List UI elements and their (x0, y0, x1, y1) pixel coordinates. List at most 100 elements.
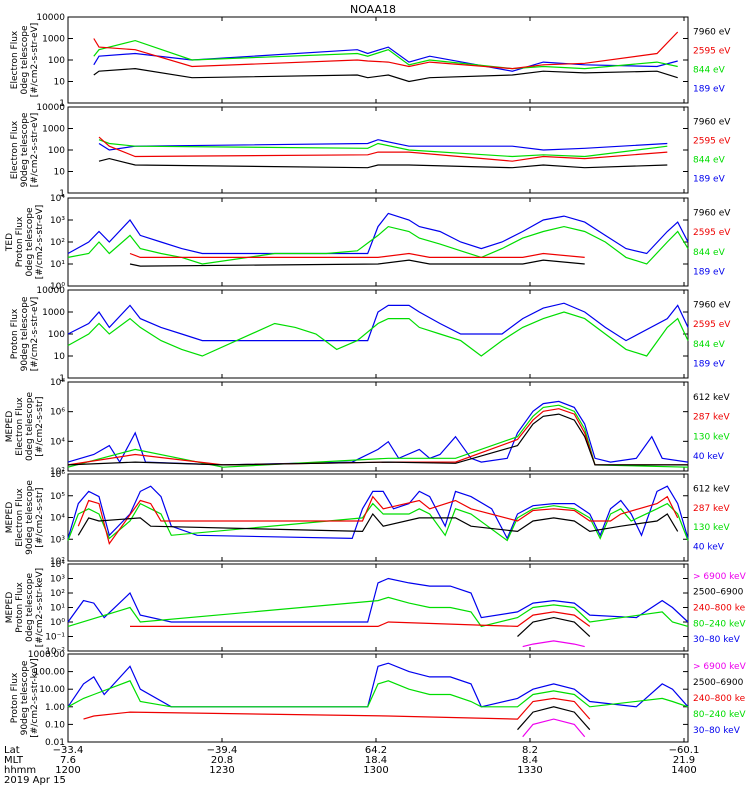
y-tick-label: 10² (50, 467, 65, 477)
series-line (67, 311, 689, 357)
legend-entry: 612 keV (693, 393, 730, 403)
series-line (67, 662, 689, 708)
panel-8: 0.01 0.10 1.00 10.00 100.00 1000.00 Proton Flu… (10, 650, 747, 748)
legend-entry: 2595 eV (693, 136, 731, 146)
y-axis-label: MEPED (5, 411, 15, 443)
x-tick-lat: 64.2 (365, 745, 387, 756)
panel-frame (67, 106, 689, 194)
x-tick-hhmm: 1330 (517, 765, 542, 776)
y-axis-label: Proton Flux (15, 216, 25, 267)
x-date-label: 2019 Apr 15 (4, 775, 66, 786)
x-tick-mlt: 20.8 (211, 755, 233, 766)
y-tick-label: 0.10 (45, 720, 65, 730)
legend-entry: 2500–6900 (693, 678, 744, 688)
legend-entry: 40 keV (693, 452, 725, 462)
y-axis-label: 0deg telescope (20, 25, 30, 95)
y-axis-label: MEPED (5, 502, 15, 534)
y-axis-label: 90deg telescope (20, 660, 30, 735)
series-line (67, 577, 689, 623)
y-tick-label: 10000 (36, 286, 65, 296)
y-axis-label: [#/cm2-s-str-keV] (30, 658, 40, 737)
series-line (93, 31, 679, 70)
y-axis-label: 0deg telescope (25, 392, 35, 462)
legend-entry: 189 eV (693, 175, 726, 185)
y-axis-label: Electron Flux (15, 397, 25, 456)
series-line (93, 39, 678, 70)
panel-frame (67, 381, 689, 472)
series-line (98, 136, 668, 162)
y-tick-label: 10000 (36, 13, 65, 23)
y-tick-label: 10² (50, 238, 65, 248)
y-tick-label: 10³ (50, 216, 65, 226)
series-line (98, 139, 668, 151)
y-axis-label: [#/cm2-s-str] (35, 487, 45, 547)
x-tick-mlt: 21.9 (673, 755, 695, 766)
y-tick-label: 10³ (50, 575, 65, 585)
series-line (98, 157, 668, 169)
series-line (77, 512, 679, 536)
series-line (67, 400, 689, 466)
series-line (522, 718, 586, 738)
y-tick-label: 100 (48, 146, 65, 156)
x-tick-mlt: 7.6 (60, 755, 76, 766)
y-tick-label: 100.00 (34, 668, 66, 678)
panel-4: 1 10 100 1000 10000 Proton Flux 90deg telescop… (10, 286, 731, 384)
x-tick-mlt: 8.4 (522, 755, 538, 766)
legend-entry: 40 keV (693, 543, 725, 553)
legend-entry: 30–80 keV (693, 635, 741, 645)
y-tick-label: 10 (54, 168, 66, 178)
y-tick-label: 10 (54, 78, 66, 88)
x-tick-hhmm: 1200 (55, 765, 80, 776)
y-tick-label: 10¹ (50, 604, 65, 614)
y-tick-label: 1 (59, 189, 65, 199)
series-line (67, 502, 689, 542)
series-line (83, 697, 591, 720)
y-tick-label: 10⁴ (50, 560, 65, 570)
y-tick-label: 10⁰ (50, 618, 65, 628)
series-line (67, 212, 689, 255)
legend-entry: 2595 eV (693, 228, 731, 238)
y-tick-label: 100 (48, 56, 65, 66)
panel-2: 1 10 100 1000 10000 Electron Flux 90deg telesc… (10, 103, 731, 199)
legend-entry: 80–240 keV (693, 619, 746, 629)
panel-frame (67, 563, 689, 652)
series-line (67, 404, 689, 468)
series-line (129, 252, 585, 258)
y-axis-label: [#/cm2-s-str-eV] (35, 205, 45, 280)
y-tick-label: 10⁶ (50, 408, 65, 418)
x-tick-mlt: 18.4 (365, 755, 387, 766)
y-axis-label: TED (5, 233, 15, 252)
series-line (67, 413, 688, 466)
y-tick-label: 0.01 (45, 738, 65, 748)
y-axis-label: [#/cm2-s-str-eV] (30, 23, 40, 98)
legend-entry: 287 keV (693, 504, 730, 514)
y-tick-label: 1000 (42, 125, 65, 135)
legend-entry: 844 eV (693, 248, 726, 258)
legend-entry: 2595 eV (693, 46, 731, 56)
y-tick-label: 10² (50, 557, 65, 567)
legend-entry: 240–800 ke (693, 604, 746, 614)
legend-entry: 130 keV (693, 432, 730, 442)
x-tick-hhmm: 1300 (363, 765, 388, 776)
panel-3: 10⁰ 10¹ 10² 10³ 10⁴ TED Proton Flux 0deg telesc… (5, 194, 731, 292)
panel-6: 10² 10³ 10⁴ 10⁵ 10⁶ MEPED Electron Flux 90deg t… (5, 470, 730, 567)
y-tick-label: 10¹ (50, 260, 65, 270)
y-tick-label: 10⁻² (45, 647, 65, 657)
y-axis-label: [#/cm2-s-str-eV] (30, 297, 40, 372)
y-axis-label: Proton Flux (10, 308, 20, 359)
y-tick-label: 10³ (50, 535, 65, 545)
y-axis-label: [#/cm2-s-str-keV] (35, 568, 45, 647)
y-axis-label: MEPED (5, 592, 15, 624)
legend-entry: 80–240 keV (693, 710, 746, 720)
y-tick-label: 10000 (36, 103, 65, 113)
series-line (98, 139, 668, 158)
legend-entry: > 6900 keV (693, 572, 747, 582)
legend-entry: 30–80 keV (693, 726, 741, 736)
y-tick-label: 1000 (42, 308, 65, 318)
y-tick-label: 1000.00 (28, 650, 65, 660)
series-line (130, 611, 591, 628)
series-line (67, 596, 689, 628)
panel-1: 1 10 100 1000 10000 Electron Flux 0deg telesco… (10, 13, 731, 109)
legend-entry: 7960 eV (693, 117, 731, 127)
x-row-label-mlt: MLT (4, 755, 24, 766)
